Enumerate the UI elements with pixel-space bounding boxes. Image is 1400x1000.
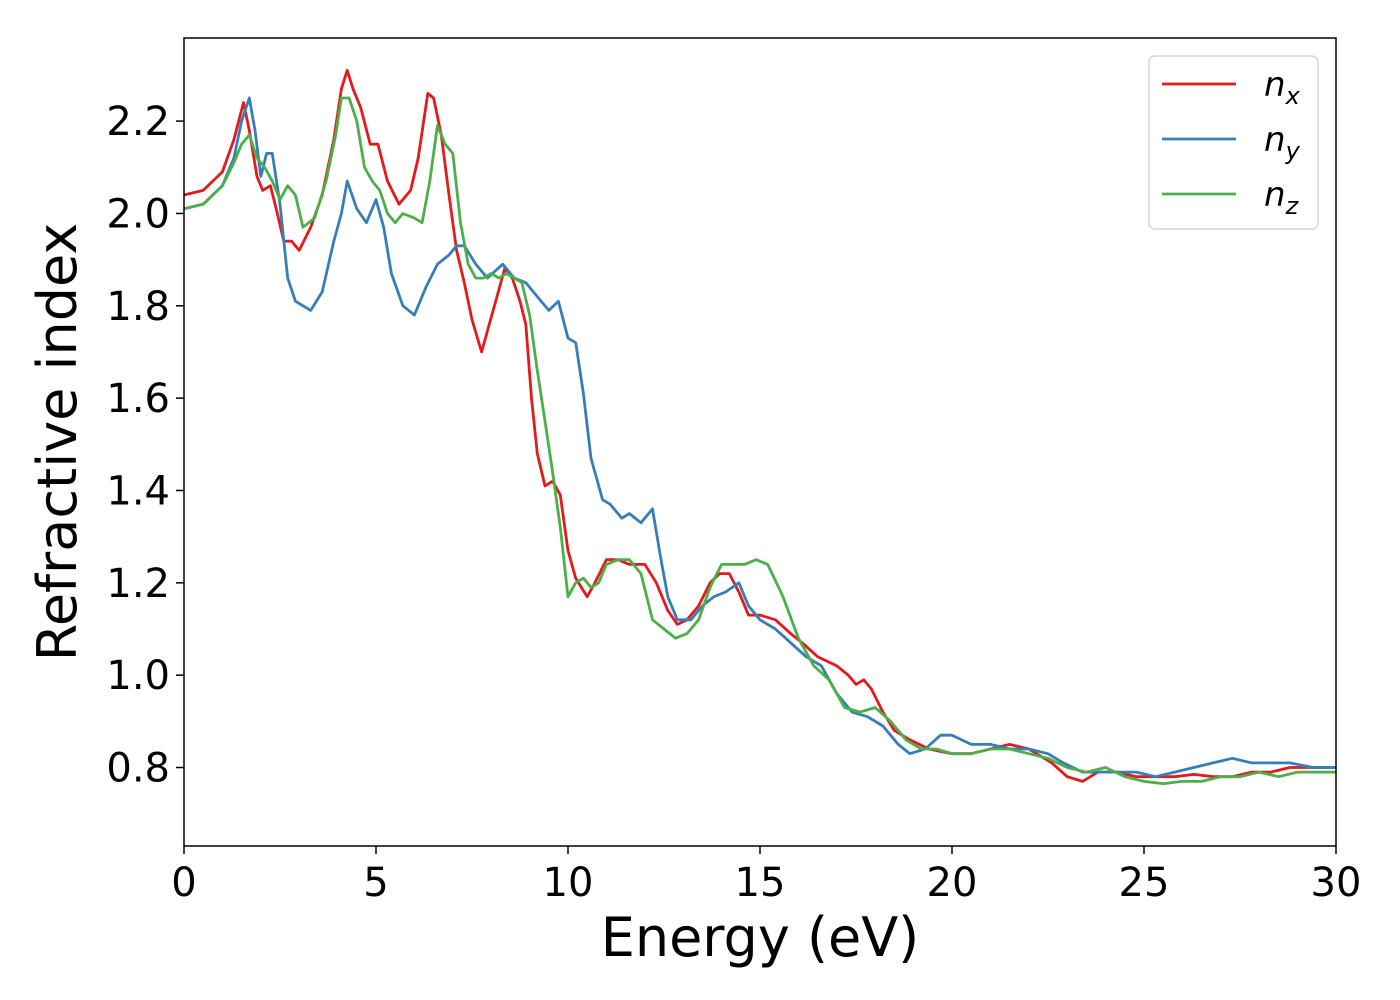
y-tick-label: 2.2	[106, 99, 170, 145]
y-tick-label: 2.0	[106, 191, 170, 237]
y-axis-label: Refractive index	[26, 223, 89, 662]
y-tick-label: 0.8	[106, 746, 170, 792]
y-tick-label: 1.6	[106, 376, 170, 422]
y-axis-ticks: 0.8 1.0 1.2 1.4 1.6 1.8 2.0 2.2	[106, 99, 184, 792]
x-tick-label: 5	[363, 860, 388, 906]
series-line-n-z	[184, 96, 1336, 786]
y-tick-label: 1.0	[106, 653, 170, 699]
series-line-n-y	[184, 96, 1336, 779]
y-tick-label: 1.2	[106, 561, 170, 607]
y-tick-label: 1.4	[106, 468, 170, 514]
legend-box	[1148, 55, 1319, 230]
x-axis-label: Energy (eV)	[601, 906, 920, 969]
x-tick-label: 30	[1311, 860, 1362, 906]
x-tick-label: 20	[927, 860, 978, 906]
series-layer	[184, 68, 1336, 786]
x-axis-ticks: 0 5 10 15 20 25 30	[171, 846, 1361, 906]
x-tick-label: 15	[735, 860, 786, 906]
x-tick-label: 0	[171, 860, 196, 906]
y-tick-label: 1.8	[106, 284, 170, 330]
x-tick-label: 10	[543, 860, 594, 906]
x-tick-label: 25	[1119, 860, 1170, 906]
